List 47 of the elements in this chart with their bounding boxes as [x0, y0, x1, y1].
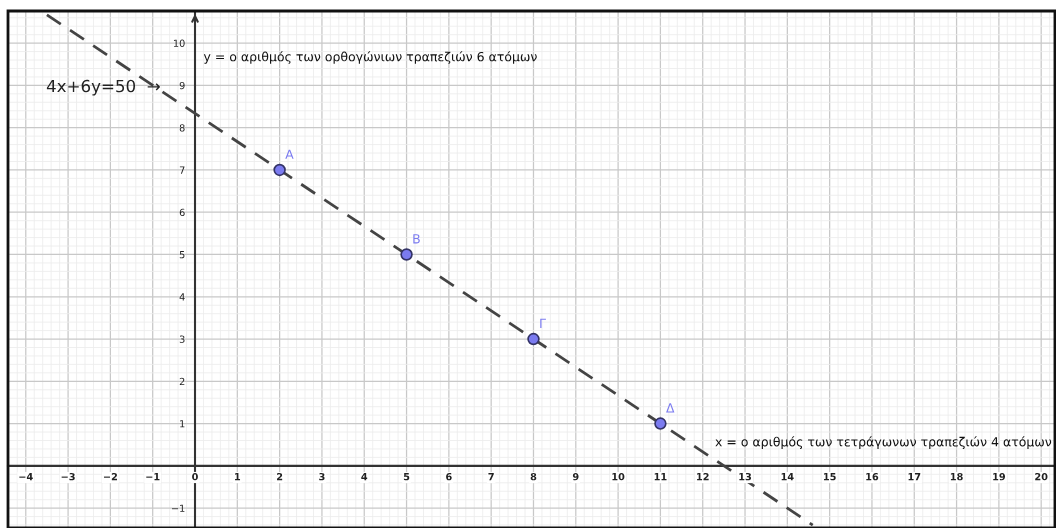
x-tick-label: 3 — [319, 472, 325, 481]
x-tick-label: 7 — [488, 473, 494, 481]
x-tick-label: 13 — [739, 472, 752, 481]
x-tick-label: 17 — [908, 473, 921, 481]
y-axis-title: y = ο αριθμός των ορθογώνιων τραπεζιών 6 ατόμων — [203, 51, 537, 64]
y-tick-label: 1 — [180, 420, 185, 428]
x-tick-label: 16 — [866, 472, 879, 481]
y-tick-label: 6 — [179, 208, 185, 217]
y-tick-label: 3 — [179, 335, 185, 343]
annotation: Δ — [666, 403, 675, 413]
annotation: Γ — [540, 318, 546, 328]
annotation: B — [413, 234, 420, 244]
y-tick-label: 7 — [179, 166, 185, 174]
y-tick-label: 10 — [173, 39, 185, 47]
y-tick-label: 5 — [179, 251, 185, 259]
x-tick-label: 10 — [612, 472, 625, 481]
y-tick-label: 4 — [179, 293, 185, 301]
x-tick-label: 8 — [530, 472, 537, 481]
point — [654, 417, 667, 430]
y-tick-label: −1 — [171, 504, 185, 512]
x-tick-label: 14 — [781, 473, 794, 481]
y-tick-label: 9 — [179, 81, 185, 90]
x-tick-label: 18 — [950, 472, 963, 481]
x-tick-label: 5 — [403, 473, 410, 481]
x-tick-label: 1 — [235, 473, 241, 481]
point — [273, 163, 286, 177]
x-tick-label: 0 — [192, 472, 198, 481]
x-tick-label: 2 — [277, 472, 283, 481]
x-tick-label: 9 — [572, 472, 579, 481]
x-tick-label: 6 — [446, 472, 452, 481]
annotation: 4x+6y=50 → — [46, 79, 160, 96]
x-tick-label: −1 — [146, 473, 160, 481]
x-tick-label: 20 — [1035, 472, 1048, 481]
x-tick-label: −3 — [61, 472, 75, 481]
x-tick-label: 15 — [823, 473, 836, 481]
x-tick-label: −2 — [103, 472, 117, 481]
x-axis-title: x = ο αριθμός των τετράγωνων τραπεζιών 4 ατόμων — [715, 436, 1052, 449]
x-tick-label: 4 — [361, 473, 368, 481]
y-tick-label: 8 — [179, 124, 185, 132]
x-tick-label: 12 — [697, 472, 709, 481]
x-tick-label: 19 — [993, 472, 1006, 481]
annotation: A — [285, 149, 294, 159]
point — [527, 332, 540, 346]
x-tick-label: −4 — [19, 473, 33, 481]
x-tick-label: 11 — [654, 473, 667, 481]
point — [400, 248, 413, 261]
y-tick-label: 2 — [179, 377, 185, 386]
